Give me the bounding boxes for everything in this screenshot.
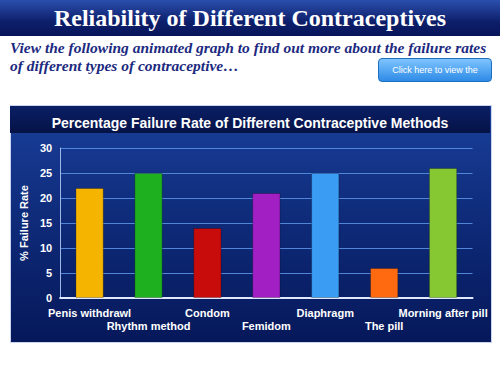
html-text:View the following animated gr: View the following animated graph to fin… [10,39,487,74]
svg-text:Diaphragm: Diaphragm [297,307,355,319]
svg-text:20: 20 [40,192,52,204]
svg-text:Morning after pill: Morning after pill [398,307,487,319]
svg-text:Condom: Condom [185,307,230,319]
svg-text:Penis withdrawl: Penis withdrawl [48,307,131,319]
svg-text:5: 5 [46,267,52,279]
svg-text:Percentage Failure Rate of Dif: Percentage Failure Rate of Different Con… [52,115,449,131]
svg-text:Rhythm method: Rhythm method [107,320,191,332]
svg-text:Femidom: Femidom [242,320,291,332]
svg-text:30: 30 [40,142,52,154]
svg-text:% Failure Rate: % Failure Rate [18,185,30,261]
svg-text:25: 25 [40,167,52,179]
html-text:Click here to view the animate: Click here to view the animated chart… [392,65,478,97]
svg-text:0: 0 [46,292,52,304]
svg-text:10: 10 [40,242,52,254]
html-text:Reliability of Different Contr: Reliability of Different Contraceptives [53,5,447,31]
svg-text:15: 15 [40,217,52,229]
svg-text:The pill: The pill [365,320,404,332]
